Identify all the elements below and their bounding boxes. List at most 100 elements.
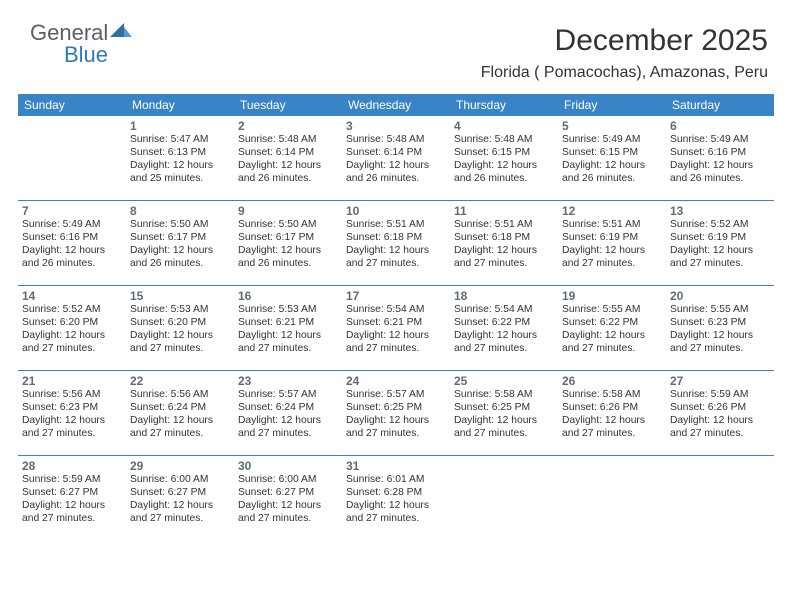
day-header: Saturday <box>666 94 774 116</box>
sunrise-text: Sunrise: 5:58 AM <box>562 389 662 402</box>
sunset-text: Sunset: 6:15 PM <box>562 147 662 160</box>
daylight-text: Daylight: 12 hours and 26 minutes. <box>238 245 338 271</box>
daylight-text: Daylight: 12 hours and 27 minutes. <box>22 330 122 356</box>
week-row: 28Sunrise: 5:59 AMSunset: 6:27 PMDayligh… <box>18 455 774 540</box>
sunrise-text: Sunrise: 5:58 AM <box>454 389 554 402</box>
sunset-text: Sunset: 6:17 PM <box>130 232 230 245</box>
day-cell: 2Sunrise: 5:48 AMSunset: 6:14 PMDaylight… <box>234 116 342 200</box>
daylight-text: Daylight: 12 hours and 27 minutes. <box>238 500 338 526</box>
day-cell: 8Sunrise: 5:50 AMSunset: 6:17 PMDaylight… <box>126 201 234 285</box>
day-number: 21 <box>22 374 122 388</box>
sunset-text: Sunset: 6:22 PM <box>454 317 554 330</box>
day-cell: 9Sunrise: 5:50 AMSunset: 6:17 PMDaylight… <box>234 201 342 285</box>
sunset-text: Sunset: 6:23 PM <box>22 402 122 415</box>
day-cell <box>450 456 558 540</box>
sunset-text: Sunset: 6:20 PM <box>130 317 230 330</box>
sunrise-text: Sunrise: 5:53 AM <box>130 304 230 317</box>
day-cell: 5Sunrise: 5:49 AMSunset: 6:15 PMDaylight… <box>558 116 666 200</box>
day-cell: 15Sunrise: 5:53 AMSunset: 6:20 PMDayligh… <box>126 286 234 370</box>
daylight-text: Daylight: 12 hours and 27 minutes. <box>238 330 338 356</box>
daylight-text: Daylight: 12 hours and 26 minutes. <box>454 160 554 186</box>
daylight-text: Daylight: 12 hours and 27 minutes. <box>670 415 770 441</box>
sunrise-text: Sunrise: 5:59 AM <box>670 389 770 402</box>
daylight-text: Daylight: 12 hours and 27 minutes. <box>22 500 122 526</box>
sunrise-text: Sunrise: 5:55 AM <box>562 304 662 317</box>
day-cell: 13Sunrise: 5:52 AMSunset: 6:19 PMDayligh… <box>666 201 774 285</box>
sunset-text: Sunset: 6:27 PM <box>22 487 122 500</box>
day-header: Friday <box>558 94 666 116</box>
daylight-text: Daylight: 12 hours and 27 minutes. <box>346 330 446 356</box>
sunset-text: Sunset: 6:21 PM <box>238 317 338 330</box>
sunrise-text: Sunrise: 5:59 AM <box>22 474 122 487</box>
sunrise-text: Sunrise: 5:55 AM <box>670 304 770 317</box>
sunrise-text: Sunrise: 5:56 AM <box>22 389 122 402</box>
day-cell: 27Sunrise: 5:59 AMSunset: 6:26 PMDayligh… <box>666 371 774 455</box>
sunset-text: Sunset: 6:27 PM <box>130 487 230 500</box>
daylight-text: Daylight: 12 hours and 26 minutes. <box>130 245 230 271</box>
page-title: December 2025 <box>555 24 768 58</box>
day-cell: 29Sunrise: 6:00 AMSunset: 6:27 PMDayligh… <box>126 456 234 540</box>
day-cell: 20Sunrise: 5:55 AMSunset: 6:23 PMDayligh… <box>666 286 774 370</box>
sunset-text: Sunset: 6:24 PM <box>238 402 338 415</box>
sunrise-text: Sunrise: 5:51 AM <box>346 219 446 232</box>
day-cell: 28Sunrise: 5:59 AMSunset: 6:27 PMDayligh… <box>18 456 126 540</box>
daylight-text: Daylight: 12 hours and 26 minutes. <box>562 160 662 186</box>
sunrise-text: Sunrise: 5:49 AM <box>22 219 122 232</box>
sunrise-text: Sunrise: 5:51 AM <box>562 219 662 232</box>
day-cell: 7Sunrise: 5:49 AMSunset: 6:16 PMDaylight… <box>18 201 126 285</box>
day-number: 23 <box>238 374 338 388</box>
sunset-text: Sunset: 6:23 PM <box>670 317 770 330</box>
daylight-text: Daylight: 12 hours and 27 minutes. <box>22 415 122 441</box>
daylight-text: Daylight: 12 hours and 27 minutes. <box>346 245 446 271</box>
day-cell <box>18 116 126 200</box>
daylight-text: Daylight: 12 hours and 25 minutes. <box>130 160 230 186</box>
sunrise-text: Sunrise: 5:49 AM <box>670 134 770 147</box>
day-cell: 21Sunrise: 5:56 AMSunset: 6:23 PMDayligh… <box>18 371 126 455</box>
daylight-text: Daylight: 12 hours and 27 minutes. <box>346 500 446 526</box>
daylight-text: Daylight: 12 hours and 26 minutes. <box>22 245 122 271</box>
sunrise-text: Sunrise: 5:53 AM <box>238 304 338 317</box>
sunrise-text: Sunrise: 5:48 AM <box>454 134 554 147</box>
day-cell: 6Sunrise: 5:49 AMSunset: 6:16 PMDaylight… <box>666 116 774 200</box>
day-number: 11 <box>454 204 554 218</box>
sunrise-text: Sunrise: 5:48 AM <box>346 134 446 147</box>
logo-triangle-icon <box>110 21 132 37</box>
daylight-text: Daylight: 12 hours and 27 minutes. <box>670 245 770 271</box>
sunrise-text: Sunrise: 5:56 AM <box>130 389 230 402</box>
daylight-text: Daylight: 12 hours and 27 minutes. <box>130 500 230 526</box>
day-number: 6 <box>670 119 770 133</box>
day-number: 16 <box>238 289 338 303</box>
sunrise-text: Sunrise: 6:00 AM <box>130 474 230 487</box>
day-cell: 24Sunrise: 5:57 AMSunset: 6:25 PMDayligh… <box>342 371 450 455</box>
sunrise-text: Sunrise: 5:54 AM <box>346 304 446 317</box>
day-number: 14 <box>22 289 122 303</box>
day-number: 25 <box>454 374 554 388</box>
sunrise-text: Sunrise: 5:50 AM <box>130 219 230 232</box>
sunset-text: Sunset: 6:16 PM <box>670 147 770 160</box>
day-header: Monday <box>126 94 234 116</box>
sunrise-text: Sunrise: 5:52 AM <box>22 304 122 317</box>
logo-text-blue-wrap: Blue <box>64 42 108 68</box>
day-number: 10 <box>346 204 446 218</box>
day-number: 15 <box>130 289 230 303</box>
day-header: Sunday <box>18 94 126 116</box>
sunset-text: Sunset: 6:19 PM <box>670 232 770 245</box>
week-row: 14Sunrise: 5:52 AMSunset: 6:20 PMDayligh… <box>18 285 774 370</box>
daylight-text: Daylight: 12 hours and 27 minutes. <box>670 330 770 356</box>
day-number: 4 <box>454 119 554 133</box>
daylight-text: Daylight: 12 hours and 27 minutes. <box>454 330 554 356</box>
day-number: 8 <box>130 204 230 218</box>
day-cell: 22Sunrise: 5:56 AMSunset: 6:24 PMDayligh… <box>126 371 234 455</box>
day-number: 22 <box>130 374 230 388</box>
day-header-row: Sunday Monday Tuesday Wednesday Thursday… <box>18 94 774 116</box>
sunrise-text: Sunrise: 5:54 AM <box>454 304 554 317</box>
sunrise-text: Sunrise: 6:01 AM <box>346 474 446 487</box>
daylight-text: Daylight: 12 hours and 27 minutes. <box>130 330 230 356</box>
sunset-text: Sunset: 6:20 PM <box>22 317 122 330</box>
day-cell: 23Sunrise: 5:57 AMSunset: 6:24 PMDayligh… <box>234 371 342 455</box>
day-number: 20 <box>670 289 770 303</box>
sunrise-text: Sunrise: 6:00 AM <box>238 474 338 487</box>
sunset-text: Sunset: 6:15 PM <box>454 147 554 160</box>
day-cell <box>558 456 666 540</box>
day-cell: 17Sunrise: 5:54 AMSunset: 6:21 PMDayligh… <box>342 286 450 370</box>
